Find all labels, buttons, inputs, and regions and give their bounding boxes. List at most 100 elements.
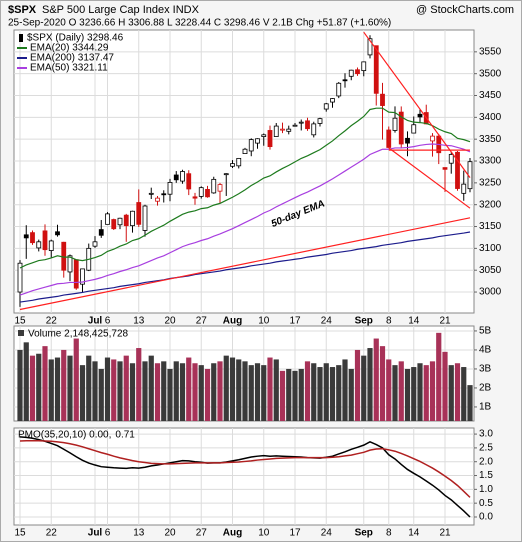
x-tick-label: Jul: [88, 316, 103, 327]
y-tick-label: 3250: [479, 177, 502, 188]
candle-body: [230, 163, 235, 167]
volume-bar: [217, 361, 223, 421]
candle-body: [23, 234, 29, 239]
legend-label: EMA(200) 3137.47: [30, 53, 114, 64]
volume-bar: [286, 368, 292, 421]
volume-bar: [192, 363, 198, 421]
y-tick-label: 3150: [479, 221, 502, 232]
candle-body: [192, 196, 198, 199]
x-tick-label: 24: [321, 528, 333, 539]
candle-body: [248, 139, 254, 152]
volume-bar: [36, 353, 42, 421]
candle-body: [317, 118, 323, 124]
candle-body: [80, 268, 85, 285]
volume-bar: [161, 361, 167, 421]
x-tick-label: Jul: [88, 528, 103, 539]
volume-bar: [186, 357, 192, 421]
series-line: [19, 143, 471, 296]
volume-bar: [386, 359, 392, 421]
volume-bar: [254, 363, 261, 421]
volume-bar: [123, 355, 129, 421]
candle-body: [273, 125, 279, 137]
candle-body: [392, 117, 398, 131]
legend-candle: [19, 34, 23, 42]
candle-body: [67, 255, 73, 273]
volume-bar: [429, 361, 436, 421]
volume-bar: [67, 355, 73, 421]
panel-title: Volume 2,148,425,728: [28, 329, 129, 340]
candle-body: [136, 202, 142, 225]
volume-bar: [298, 368, 304, 421]
y-tick-label: 3500: [479, 68, 502, 79]
volume-bar: [98, 368, 104, 421]
y-tick-label: 3350: [479, 134, 502, 145]
volume-bar: [348, 368, 354, 421]
candle-body: [236, 157, 242, 167]
candle-body: [323, 103, 329, 110]
volume-bar: [323, 363, 329, 421]
volume-bar: [23, 342, 29, 421]
candle-body: [123, 214, 129, 227]
x-tick-label: 10: [258, 316, 270, 327]
volume-bar: [304, 361, 311, 421]
x-tick-label: 15: [14, 528, 26, 539]
volume-bar: [29, 355, 36, 421]
x-tick-label: 22: [46, 316, 58, 327]
volume-bar: [167, 368, 173, 421]
candle-body: [48, 240, 54, 251]
trendline: [388, 147, 471, 209]
x-tick-label: Aug: [223, 528, 242, 539]
candle-body: [398, 111, 404, 145]
volume-bar: [454, 363, 461, 421]
series-line: [19, 436, 471, 518]
volume-bar: [342, 359, 348, 421]
candle-body: [205, 189, 210, 198]
legend-label: EMA(50) 3321.11: [30, 63, 108, 74]
volume-bar: [292, 370, 298, 421]
volume-bar: [73, 338, 79, 421]
y-tick-label: 3B: [479, 364, 492, 375]
x-tick-label: 13: [133, 528, 145, 539]
volume-bar: [261, 365, 267, 421]
y-tick-label: 3300: [479, 156, 502, 167]
volume-bar: [336, 365, 342, 421]
candle-body: [92, 241, 98, 247]
x-tick-label: 27: [196, 528, 208, 539]
volume-bar: [398, 361, 404, 421]
candle-body: [386, 129, 392, 148]
panel-title: 0.71: [115, 430, 135, 441]
panel-title: PMO(35,20,10) 0.00,: [18, 430, 111, 441]
series-line: [19, 107, 471, 269]
y-tick-label: 3450: [479, 90, 502, 101]
volume-bar: [148, 355, 154, 421]
candle-body: [142, 205, 148, 231]
candle-body: [148, 192, 154, 195]
candle-body: [255, 138, 260, 144]
candle-body: [430, 135, 435, 142]
source: @ StockCharts.com: [416, 4, 514, 16]
candle-body: [280, 128, 285, 131]
volume-bar: [54, 357, 61, 421]
candle-body: [442, 167, 448, 170]
y-tick-label: 3200: [479, 199, 502, 210]
volume-bar: [86, 355, 92, 421]
volume-bar: [354, 349, 361, 421]
candle-body: [173, 174, 179, 181]
x-tick-label: 14: [408, 316, 420, 327]
y-tick-label: 0.0: [479, 512, 493, 523]
price-plot: [17, 31, 473, 311]
candle-body: [330, 98, 335, 103]
candle-body: [111, 219, 117, 230]
volume-bar: [129, 363, 136, 421]
candle-body: [161, 193, 167, 196]
trendline: [363, 31, 471, 178]
volume-bar: [461, 367, 467, 421]
x-tick-label: 17: [289, 316, 301, 327]
candle-body: [261, 134, 267, 137]
y-tick-label: 1B: [479, 402, 492, 413]
candle-body: [55, 231, 60, 236]
series-line: [19, 439, 471, 498]
volume-bar: [42, 346, 48, 421]
volume-bar: [142, 361, 148, 421]
